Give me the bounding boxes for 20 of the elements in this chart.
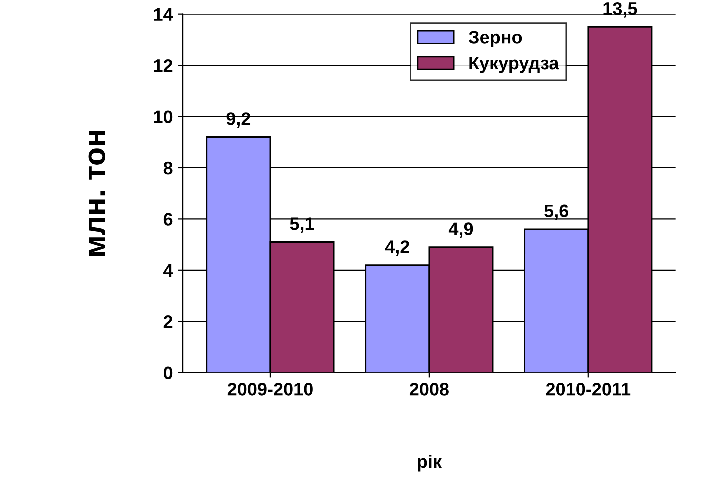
y-axis-title: млн. тон <box>88 131 106 256</box>
data-label: 13,5 <box>604 2 638 18</box>
y-tick-label: 14 <box>154 8 174 21</box>
x-tick-label: 2008 <box>410 383 449 396</box>
y-tick-label: 10 <box>154 110 173 124</box>
data-label: 5,6 <box>544 204 569 220</box>
y-tick-label: 0 <box>164 366 173 380</box>
y-tick-label: 2 <box>164 316 173 328</box>
data-label: 4,2 <box>385 240 410 256</box>
x-axis-title: рік <box>418 454 442 472</box>
data-label: 4,9 <box>448 222 474 238</box>
x-tick-label: 2009-2010 <box>228 383 313 396</box>
y-tick-label: 12 <box>154 59 173 72</box>
y-tick-label: 8 <box>164 162 173 175</box>
x-tick-label: 2010-2011 <box>546 383 631 396</box>
y-tick-label: 4 <box>164 264 174 277</box>
data-label: 5,1 <box>290 218 314 233</box>
y-tick-label: 6 <box>164 213 173 226</box>
legend-label: Кукурудза <box>470 57 560 74</box>
legend-label: Зерно <box>468 31 522 48</box>
